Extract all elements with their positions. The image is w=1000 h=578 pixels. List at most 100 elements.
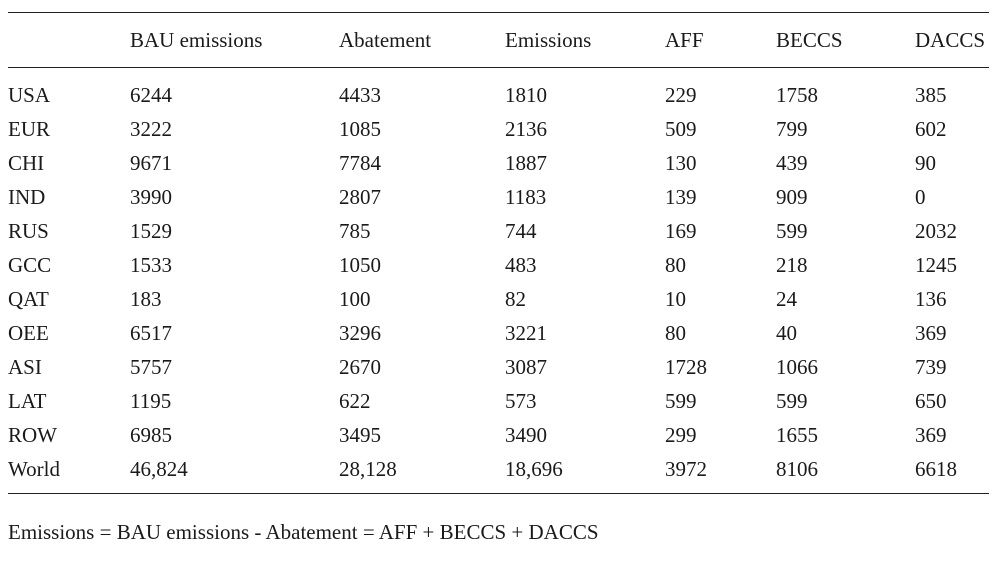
cell-beccs: 1066 xyxy=(776,354,818,379)
cell-beccs: 909 xyxy=(776,184,808,209)
cell-bau-emissions: 6517 xyxy=(130,320,172,345)
cell-bau-emissions: 5757 xyxy=(130,354,172,379)
cell-aff: 3972 xyxy=(665,456,707,481)
table-row: LAT 1195 622 573 599 599 650 xyxy=(8,384,989,418)
cell-aff: 599 xyxy=(665,388,697,413)
table-footnote: Emissions = BAU emissions - Abatement = … xyxy=(8,520,599,544)
cell-emissions: 1810 xyxy=(505,82,547,107)
cell-aff: 139 xyxy=(665,184,697,209)
cell-beccs: 1655 xyxy=(776,422,818,447)
cell-region: ROW xyxy=(8,422,57,447)
cell-abatement: 4433 xyxy=(339,82,381,107)
table-row: World 46,824 28,128 18,696 3972 8106 6618 xyxy=(8,452,989,494)
cell-emissions: 3087 xyxy=(505,354,547,379)
header-row: BAU emissions Abatement Emissions AFF BE… xyxy=(8,12,989,68)
cell-daccs: 6618 xyxy=(915,456,957,481)
cell-daccs: 0 xyxy=(915,184,926,209)
header-cell-abatement: Abatement xyxy=(339,27,432,52)
cell-abatement: 28,128 xyxy=(339,456,397,481)
cell-bau-emissions: 3990 xyxy=(130,184,172,209)
cell-emissions: 483 xyxy=(505,252,537,277)
cell-abatement: 2670 xyxy=(339,354,381,379)
cell-emissions: 18,696 xyxy=(505,456,563,481)
cell-abatement: 3296 xyxy=(339,320,381,345)
cell-region: OEE xyxy=(8,320,49,345)
header-cell-emissions: Emissions xyxy=(505,27,592,52)
header-cell-daccs: DACCS xyxy=(915,27,986,52)
cell-aff: 299 xyxy=(665,422,697,447)
cell-beccs: 40 xyxy=(776,320,797,345)
cell-emissions: 1183 xyxy=(505,184,547,209)
emissions-table-container: BAU emissions Abatement Emissions AFF BE… xyxy=(8,12,989,494)
cell-beccs: 599 xyxy=(776,388,808,413)
cell-abatement: 3495 xyxy=(339,422,381,447)
cell-region: World xyxy=(8,456,60,481)
table-row: OEE 6517 3296 3221 80 40 369 xyxy=(8,316,989,350)
cell-region: USA xyxy=(8,82,51,107)
cell-bau-emissions: 3222 xyxy=(130,116,172,141)
cell-emissions: 3221 xyxy=(505,320,547,345)
cell-aff: 1728 xyxy=(665,354,707,379)
cell-emissions: 744 xyxy=(505,218,537,243)
cell-aff: 509 xyxy=(665,116,697,141)
cell-daccs: 369 xyxy=(915,422,947,447)
cell-emissions: 82 xyxy=(505,286,526,311)
cell-abatement: 100 xyxy=(339,286,371,311)
cell-region: ASI xyxy=(8,354,42,379)
cell-emissions: 2136 xyxy=(505,116,547,141)
table-row: GCC 1533 1050 483 80 218 1245 xyxy=(8,248,989,282)
table-row: CHI 9671 7784 1887 130 439 90 xyxy=(8,146,989,180)
cell-emissions: 1887 xyxy=(505,150,547,175)
cell-daccs: 136 xyxy=(915,286,947,311)
cell-bau-emissions: 46,824 xyxy=(130,456,188,481)
table-row: ROW 6985 3495 3490 299 1655 369 xyxy=(8,418,989,452)
cell-daccs: 602 xyxy=(915,116,947,141)
cell-aff: 169 xyxy=(665,218,697,243)
cell-beccs: 439 xyxy=(776,150,808,175)
cell-bau-emissions: 1529 xyxy=(130,218,172,243)
header-cell-region xyxy=(8,13,130,68)
cell-daccs: 650 xyxy=(915,388,947,413)
cell-abatement: 622 xyxy=(339,388,371,413)
cell-bau-emissions: 6985 xyxy=(130,422,172,447)
emissions-table: BAU emissions Abatement Emissions AFF BE… xyxy=(8,12,989,494)
cell-abatement: 1085 xyxy=(339,116,381,141)
cell-aff: 80 xyxy=(665,320,686,345)
cell-bau-emissions: 183 xyxy=(130,286,162,311)
cell-region: RUS xyxy=(8,218,49,243)
table-body: USA 6244 4433 1810 229 1758 385 EUR 3222 1085 2136… xyxy=(8,68,989,494)
table-row: EUR 3222 1085 2136 509 799 602 xyxy=(8,112,989,146)
cell-abatement: 2807 xyxy=(339,184,381,209)
cell-beccs: 8106 xyxy=(776,456,818,481)
cell-daccs: 90 xyxy=(915,150,936,175)
cell-abatement: 785 xyxy=(339,218,371,243)
cell-region: LAT xyxy=(8,388,47,413)
table-row: USA 6244 4433 1810 229 1758 385 xyxy=(8,68,989,113)
cell-aff: 130 xyxy=(665,150,697,175)
cell-daccs: 385 xyxy=(915,82,947,107)
table-row: RUS 1529 785 744 169 599 2032 xyxy=(8,214,989,248)
cell-aff: 80 xyxy=(665,252,686,277)
cell-aff: 10 xyxy=(665,286,686,311)
header-cell-aff: AFF xyxy=(665,27,704,52)
cell-daccs: 1245 xyxy=(915,252,957,277)
cell-region: EUR xyxy=(8,116,50,141)
cell-bau-emissions: 1533 xyxy=(130,252,172,277)
cell-emissions: 573 xyxy=(505,388,537,413)
header-cell-bau-emissions: BAU emissions xyxy=(130,27,263,52)
table-row: ASI 5757 2670 3087 1728 1066 739 xyxy=(8,350,989,384)
table-header: BAU emissions Abatement Emissions AFF BE… xyxy=(8,12,989,68)
cell-region: QAT xyxy=(8,286,49,311)
cell-emissions: 3490 xyxy=(505,422,547,447)
cell-beccs: 218 xyxy=(776,252,808,277)
cell-region: CHI xyxy=(8,150,45,175)
cell-beccs: 799 xyxy=(776,116,808,141)
cell-bau-emissions: 9671 xyxy=(130,150,172,175)
header-cell-beccs: BECCS xyxy=(776,27,843,52)
cell-region: IND xyxy=(8,184,46,209)
cell-daccs: 739 xyxy=(915,354,947,379)
cell-aff: 229 xyxy=(665,82,697,107)
cell-daccs: 369 xyxy=(915,320,947,345)
cell-beccs: 599 xyxy=(776,218,808,243)
table-row: QAT 183 100 82 10 24 136 xyxy=(8,282,989,316)
